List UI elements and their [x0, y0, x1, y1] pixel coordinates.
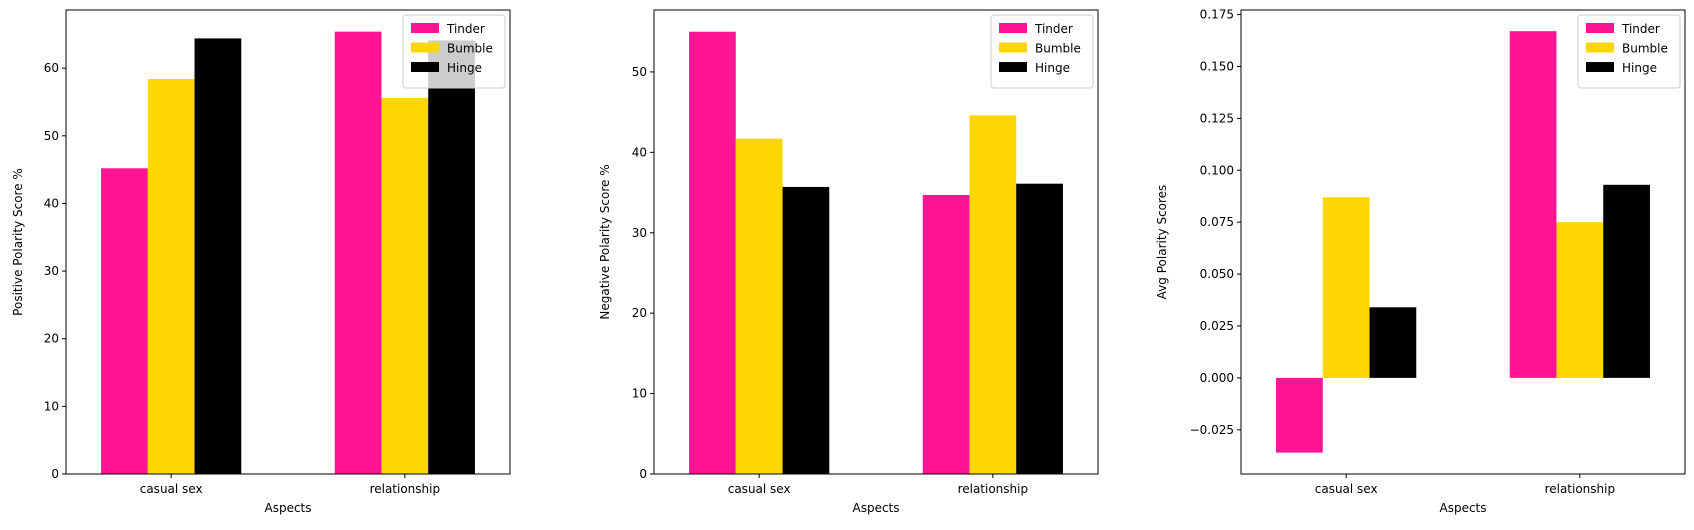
x-tick-label: relationship — [370, 482, 441, 496]
legend: Tinder Bumble Hinge — [990, 14, 1094, 89]
chart-panel-1: 0 10 20 30 40 50 60 casual sex relationship Aspec… — [11, 9, 511, 515]
legend-label-hinge: Hinge — [1622, 61, 1657, 75]
chart-panel-2: 0 10 20 30 40 50 casual sex relationship Aspects… — [598, 9, 1099, 515]
y-tick-label: 40 — [632, 145, 647, 159]
y-tick-label: 10 — [44, 399, 59, 413]
y-tick-label: 0.100 — [1200, 163, 1234, 177]
x-tick-label: casual sex — [1315, 482, 1378, 496]
axes-frame — [65, 9, 511, 475]
y-tick-label: 0.125 — [1200, 111, 1234, 125]
legend-label-tinder: Tinder — [1034, 22, 1073, 36]
legend-swatch-bumble — [999, 42, 1027, 53]
bar-tinder-relationship — [1509, 31, 1557, 378]
bar-hinge-casual-sex — [194, 38, 242, 474]
y-tick-label: 0.150 — [1200, 59, 1234, 73]
y-tick-label: 40 — [44, 196, 59, 210]
y-tick-label: 30 — [632, 226, 647, 240]
bar-bumble-casual-sex — [735, 138, 783, 475]
legend-swatch-bumble — [411, 42, 439, 53]
axes-frame — [653, 9, 1099, 475]
bar-bumble-relationship — [1556, 222, 1604, 378]
legend-swatch-tinder — [1586, 23, 1614, 33]
y-axis-label: Positive Polarity Score % — [11, 168, 25, 316]
legend-swatch-hinge — [999, 62, 1027, 72]
legend-swatch-hinge — [1586, 62, 1614, 72]
x-tick-label: casual sex — [140, 482, 203, 496]
x-tick-label: relationship — [1545, 482, 1616, 496]
legend: Tinder Bumble Hinge — [402, 14, 506, 89]
y-axis-label: Avg Polarity Scores — [1155, 185, 1169, 300]
bar-bumble-relationship — [969, 115, 1017, 474]
y-tick-label: 50 — [632, 65, 647, 79]
bar-hinge-relationship — [1603, 184, 1650, 378]
bar-tinder-relationship — [922, 194, 970, 474]
bar-bumble-casual-sex — [147, 78, 195, 475]
y-tick-label: 0 — [51, 467, 59, 481]
y-tick-label: 0.000 — [1200, 371, 1234, 385]
bar-hinge-casual-sex — [782, 186, 830, 475]
axes-frame — [1240, 9, 1686, 475]
legend-label-bumble: Bumble — [447, 42, 493, 56]
legend-swatch-bumble — [1586, 42, 1614, 53]
bar-tinder-casual-sex — [101, 168, 148, 474]
legend-swatch-hinge — [411, 62, 439, 72]
bar-tinder-casual-sex — [1276, 377, 1323, 453]
bar-tinder-relationship — [334, 31, 382, 474]
bar-hinge-relationship — [1016, 183, 1063, 474]
legend-label-hinge: Hinge — [447, 61, 482, 75]
legend-label-bumble: Bumble — [1622, 42, 1668, 56]
y-tick-label: −0.025 — [1190, 423, 1234, 437]
legend-label-tinder: Tinder — [446, 22, 485, 36]
legend-swatch-tinder — [999, 23, 1027, 33]
x-axis-label: Aspects — [852, 501, 899, 515]
legend-label-bumble: Bumble — [1035, 42, 1081, 56]
chart-panel-3: −0.025 0.000 0.025 0.050 0.075 0.100 0.125 0.15… — [1155, 8, 1686, 515]
bar-hinge-casual-sex — [1369, 307, 1417, 378]
y-tick-label: 0.050 — [1200, 267, 1234, 281]
x-tick-label: relationship — [958, 482, 1029, 496]
bar-bumble-relationship — [381, 97, 429, 475]
legend-swatch-tinder — [411, 23, 439, 33]
y-tick-label: 0.025 — [1200, 319, 1234, 333]
y-axis-label: Negative Polarity Score % — [598, 164, 612, 319]
legend-label-hinge: Hinge — [1035, 61, 1070, 75]
y-tick-label: 20 — [44, 332, 59, 346]
y-tick-label: 20 — [632, 306, 647, 320]
y-tick-label: 0.175 — [1200, 8, 1234, 22]
bar-tinder-casual-sex — [689, 31, 736, 475]
y-tick-label: 50 — [44, 129, 59, 143]
x-tick-label: casual sex — [728, 482, 791, 496]
y-tick-label: 10 — [632, 387, 647, 401]
y-tick-label: 0.075 — [1200, 215, 1234, 229]
bar-hinge-relationship — [428, 40, 475, 474]
y-tick-label: 0 — [639, 467, 647, 481]
legend-label-tinder: Tinder — [1621, 22, 1660, 36]
x-axis-label: Aspects — [264, 501, 311, 515]
y-tick-label: 30 — [44, 264, 59, 278]
legend: Tinder Bumble Hinge — [1577, 14, 1681, 89]
x-axis-label: Aspects — [1439, 501, 1486, 515]
bar-bumble-casual-sex — [1322, 197, 1370, 378]
y-tick-label: 60 — [44, 61, 59, 75]
